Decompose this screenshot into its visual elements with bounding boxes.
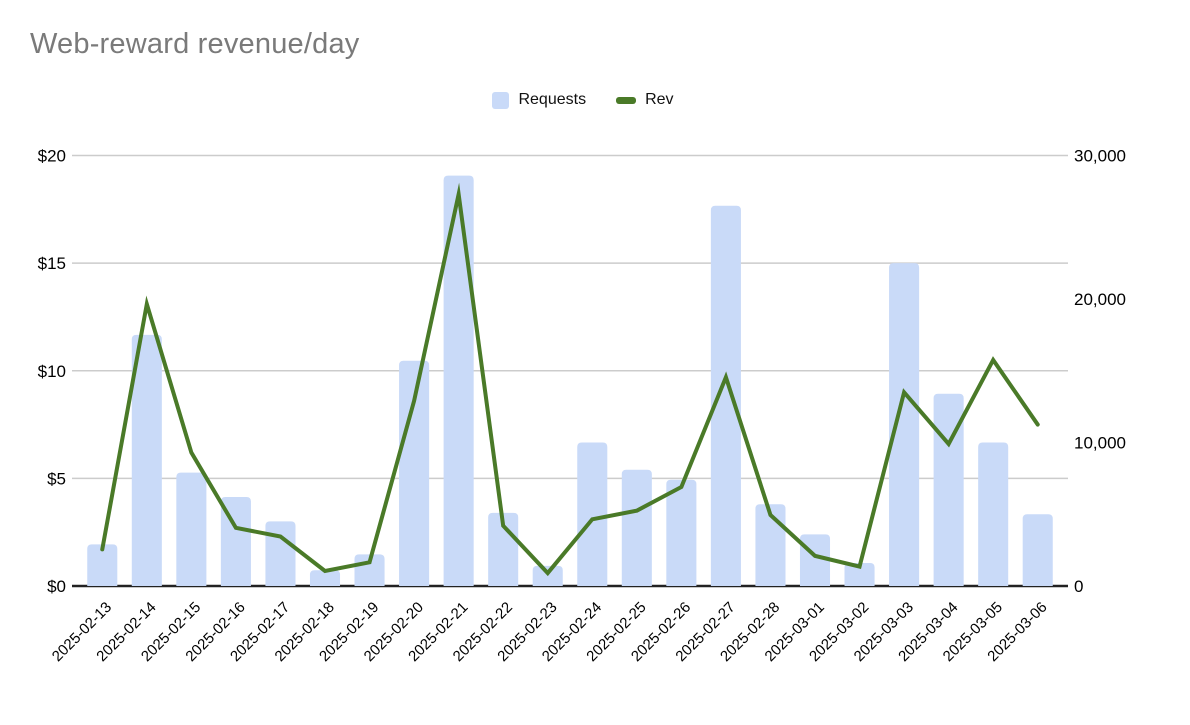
- left-axis-tick-label: $10: [38, 362, 66, 381]
- left-axis-tick-label: $15: [38, 254, 66, 273]
- chart-title: Web-reward revenue/day: [30, 28, 360, 60]
- right-axis-tick-label: 30,000: [1074, 147, 1126, 166]
- bar-2025-03-06: [1022, 514, 1053, 586]
- left-axis-tick-label: $5: [47, 469, 66, 488]
- bar-2025-02-20: [399, 360, 430, 586]
- left-axis-tick-label: $0: [47, 577, 66, 596]
- bar-2025-02-17: [265, 521, 296, 586]
- bar-2025-03-04: [933, 393, 964, 586]
- bar-2025-02-26: [666, 479, 697, 586]
- bar-2025-02-18: [309, 570, 341, 586]
- rev-swatch-icon: [616, 96, 637, 104]
- rev-line: [100, 182, 1040, 577]
- bar-2025-03-05: [978, 442, 1009, 586]
- bar-2025-02-13: [87, 544, 118, 586]
- chart-legend: Requests Rev: [0, 91, 1178, 109]
- bar-2025-02-24: [577, 442, 608, 586]
- right-axis-tick-label: 10,000: [1074, 434, 1126, 453]
- bar-2025-02-21: [443, 175, 474, 586]
- bar-2025-02-15: [176, 472, 207, 586]
- right-axis-tick-label: 20,000: [1074, 290, 1126, 309]
- bar-2025-02-25: [621, 469, 652, 586]
- bar-2025-02-16: [220, 497, 251, 586]
- left-axis-tick-label: $20: [38, 147, 66, 166]
- right-axis-tick-label: 0: [1074, 577, 1083, 596]
- bar-2025-03-03: [889, 263, 920, 586]
- bar-2025-02-14: [131, 334, 162, 586]
- bar-2025-02-28: [755, 504, 786, 586]
- legend-label-requests: Requests: [518, 91, 587, 108]
- legend-label-rev: Rev: [645, 91, 674, 108]
- requests-swatch-icon: [492, 91, 510, 109]
- legend-item-rev: Rev: [616, 91, 674, 109]
- legend-item-requests: Requests: [492, 91, 586, 109]
- bar-2025-03-02: [844, 563, 875, 586]
- bar-2025-02-27: [710, 205, 741, 586]
